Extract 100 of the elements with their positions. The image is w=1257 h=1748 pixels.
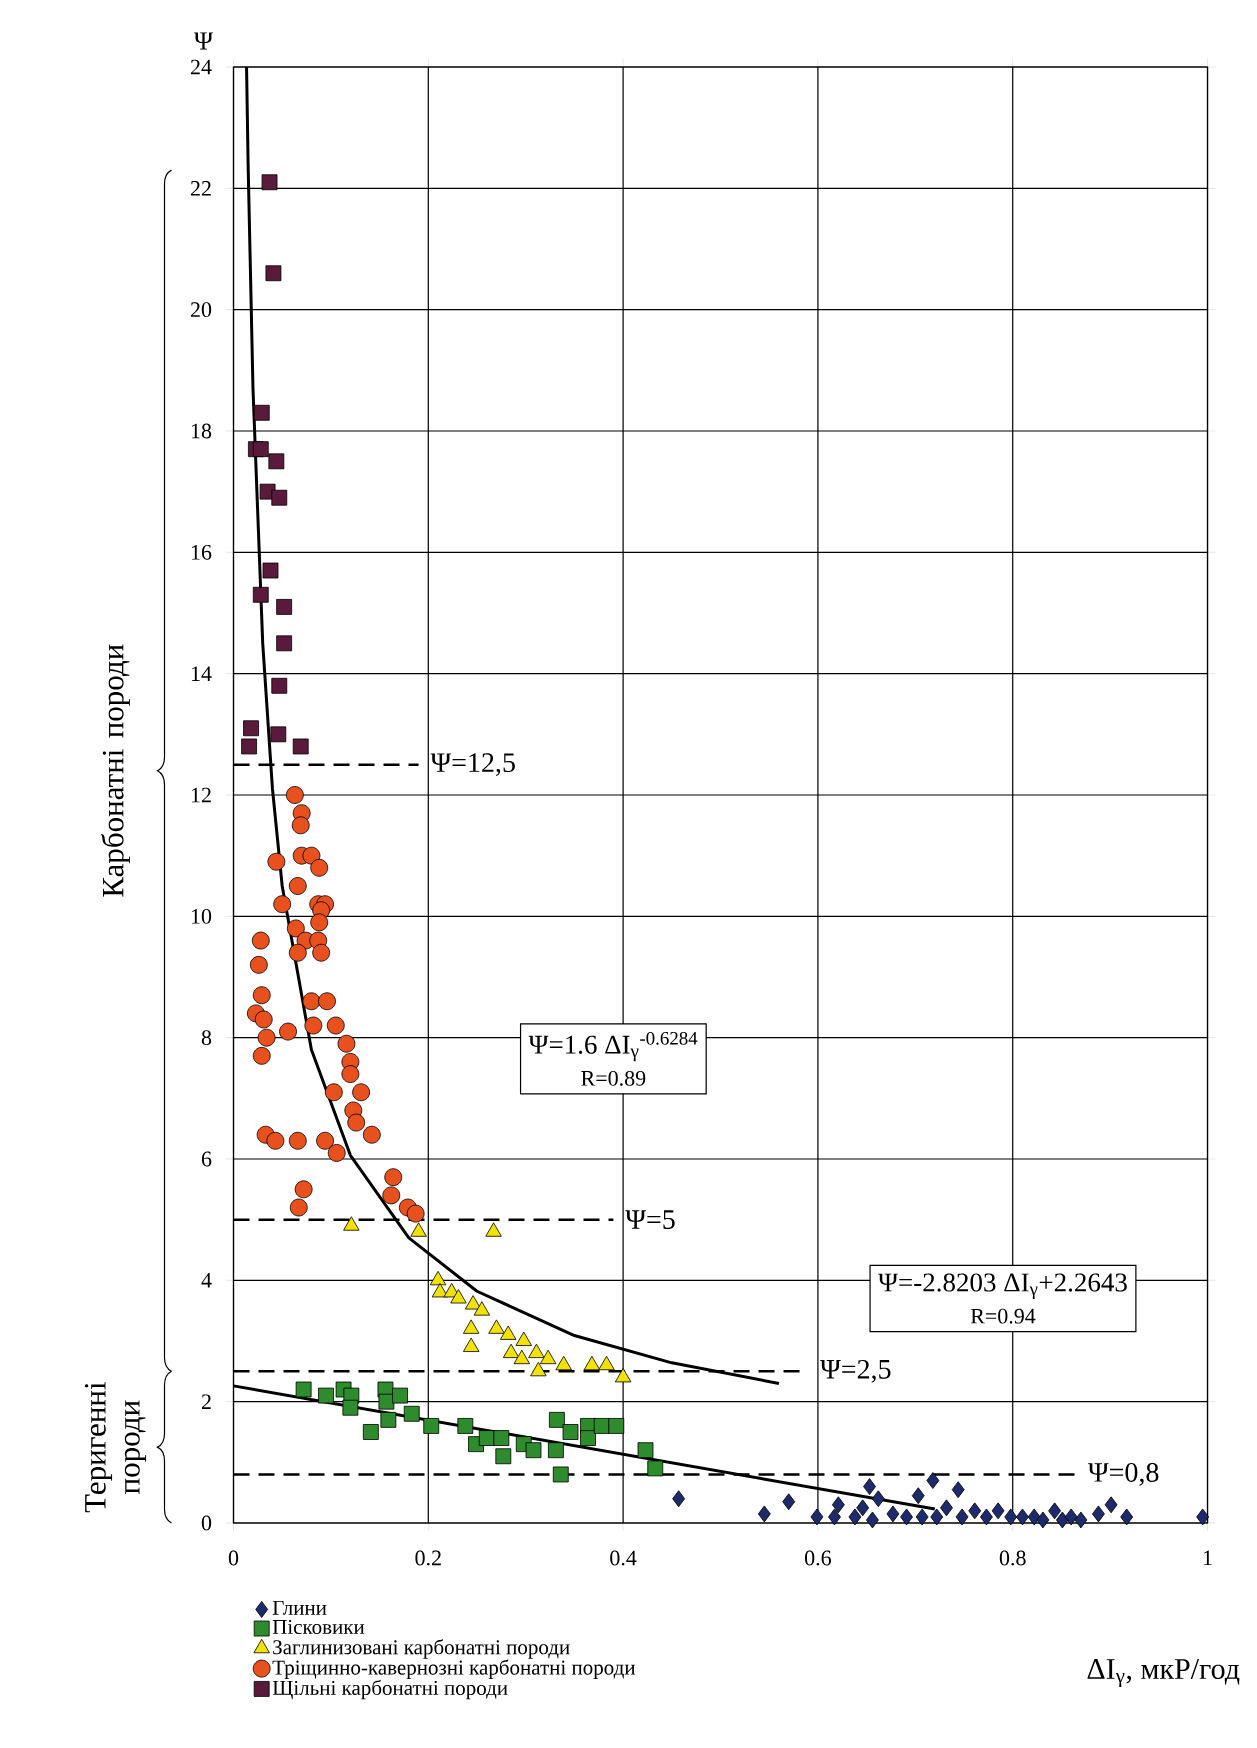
point: [262, 562, 279, 579]
point: [915, 1508, 929, 1526]
point: [404, 1405, 420, 1422]
point: [580, 1430, 597, 1446]
point: [782, 1493, 796, 1511]
point: [886, 1505, 900, 1523]
point: [253, 1046, 271, 1065]
point: [295, 1381, 312, 1398]
point: [363, 1424, 379, 1440]
point: [863, 1478, 877, 1495]
text: Карбонатні породи: [101, 644, 131, 897]
point: [432, 1283, 449, 1298]
point: [1004, 1508, 1018, 1526]
y-tick-label: 10: [192, 908, 212, 924]
point: [243, 720, 260, 737]
point: [302, 846, 321, 865]
y-tick-label: 12: [192, 787, 212, 803]
point: [930, 1508, 944, 1526]
legend-label: Тріщинно-кавернозні карбонатні породи: [272, 1659, 636, 1679]
point: [525, 1442, 542, 1459]
point: [293, 738, 309, 755]
point: [900, 1508, 914, 1526]
point: [378, 1393, 395, 1410]
point: [856, 1499, 870, 1517]
annotation: Ψ=1.6 ΔI$_{γ}$-0.6284: [528, 1031, 698, 1062]
point: [316, 1131, 335, 1150]
point: [341, 1065, 360, 1083]
point: [548, 1442, 565, 1459]
point: [991, 1502, 1005, 1520]
point: [271, 677, 288, 694]
point: [286, 786, 305, 804]
x-tick-label: 0: [229, 1550, 239, 1566]
point: [940, 1499, 954, 1517]
point: [289, 943, 307, 962]
point: [352, 1083, 371, 1102]
ref-line-label: Ψ=2,5: [820, 1359, 891, 1383]
y-tick-label: 0: [202, 1515, 212, 1531]
point: [270, 726, 287, 743]
point: [832, 1496, 846, 1514]
point: [423, 1418, 440, 1434]
point: [382, 1186, 401, 1205]
x-tick-label: 0.8: [1000, 1550, 1026, 1566]
legend-label: Заглинизовані карбонатні породи: [273, 1639, 570, 1659]
point: [493, 1430, 510, 1446]
point: [327, 1016, 345, 1035]
ref-line-label: Ψ=5: [625, 1210, 675, 1229]
y-tick-label: 8: [202, 1030, 212, 1046]
point: [1092, 1505, 1106, 1523]
point: [267, 852, 286, 871]
point: [1016, 1508, 1030, 1526]
point: [266, 1131, 285, 1150]
point: [912, 1487, 925, 1505]
y-axis-title: Ψ: [194, 32, 214, 50]
point: [250, 955, 268, 974]
point: [647, 1460, 664, 1477]
legend-label: Пісковики: [273, 1619, 365, 1635]
point: [1048, 1502, 1062, 1520]
point: [872, 1490, 885, 1508]
point: [637, 1442, 654, 1459]
point: [1074, 1511, 1088, 1529]
point: [310, 913, 329, 932]
point: [289, 1131, 307, 1150]
point: [257, 1028, 276, 1047]
x-tick-label: 0.4: [610, 1550, 637, 1566]
y-tick-label: 2: [202, 1394, 212, 1409]
point: [342, 1399, 359, 1416]
point: [980, 1508, 994, 1526]
point: [553, 1466, 569, 1483]
point: [1065, 1508, 1078, 1526]
point: [955, 1508, 969, 1526]
y-tick-label: 20: [191, 302, 212, 318]
point: [672, 1490, 686, 1508]
point: [271, 489, 288, 506]
point: [363, 1125, 381, 1144]
point: [261, 174, 278, 191]
point: [968, 1502, 982, 1520]
point: [290, 1198, 308, 1217]
point: [810, 1508, 824, 1526]
point: [292, 816, 310, 835]
point: [253, 986, 271, 1005]
ref-line-label: Ψ=0,8: [1088, 1462, 1159, 1486]
y-tick-label: 14: [192, 666, 212, 681]
point: [325, 1083, 343, 1102]
ref-line-label: Ψ=12,5: [430, 753, 516, 777]
point: [337, 1034, 356, 1053]
point: [276, 599, 293, 615]
point: [1120, 1508, 1134, 1526]
point: [318, 1387, 335, 1404]
point: [287, 919, 305, 938]
point: [608, 1418, 625, 1434]
point: [380, 1411, 397, 1428]
point: [549, 1411, 566, 1428]
point: [304, 1016, 323, 1035]
annotation: Ψ=-2.8203 ΔI$_{γ}$+2.2643: [878, 1273, 1128, 1300]
point: [253, 441, 269, 458]
point: [347, 1113, 366, 1132]
point: [758, 1505, 771, 1523]
point: [828, 1508, 842, 1526]
legend-label: Щільні карбонатні породи: [273, 1679, 508, 1700]
legend-label: Глини: [273, 1600, 327, 1615]
